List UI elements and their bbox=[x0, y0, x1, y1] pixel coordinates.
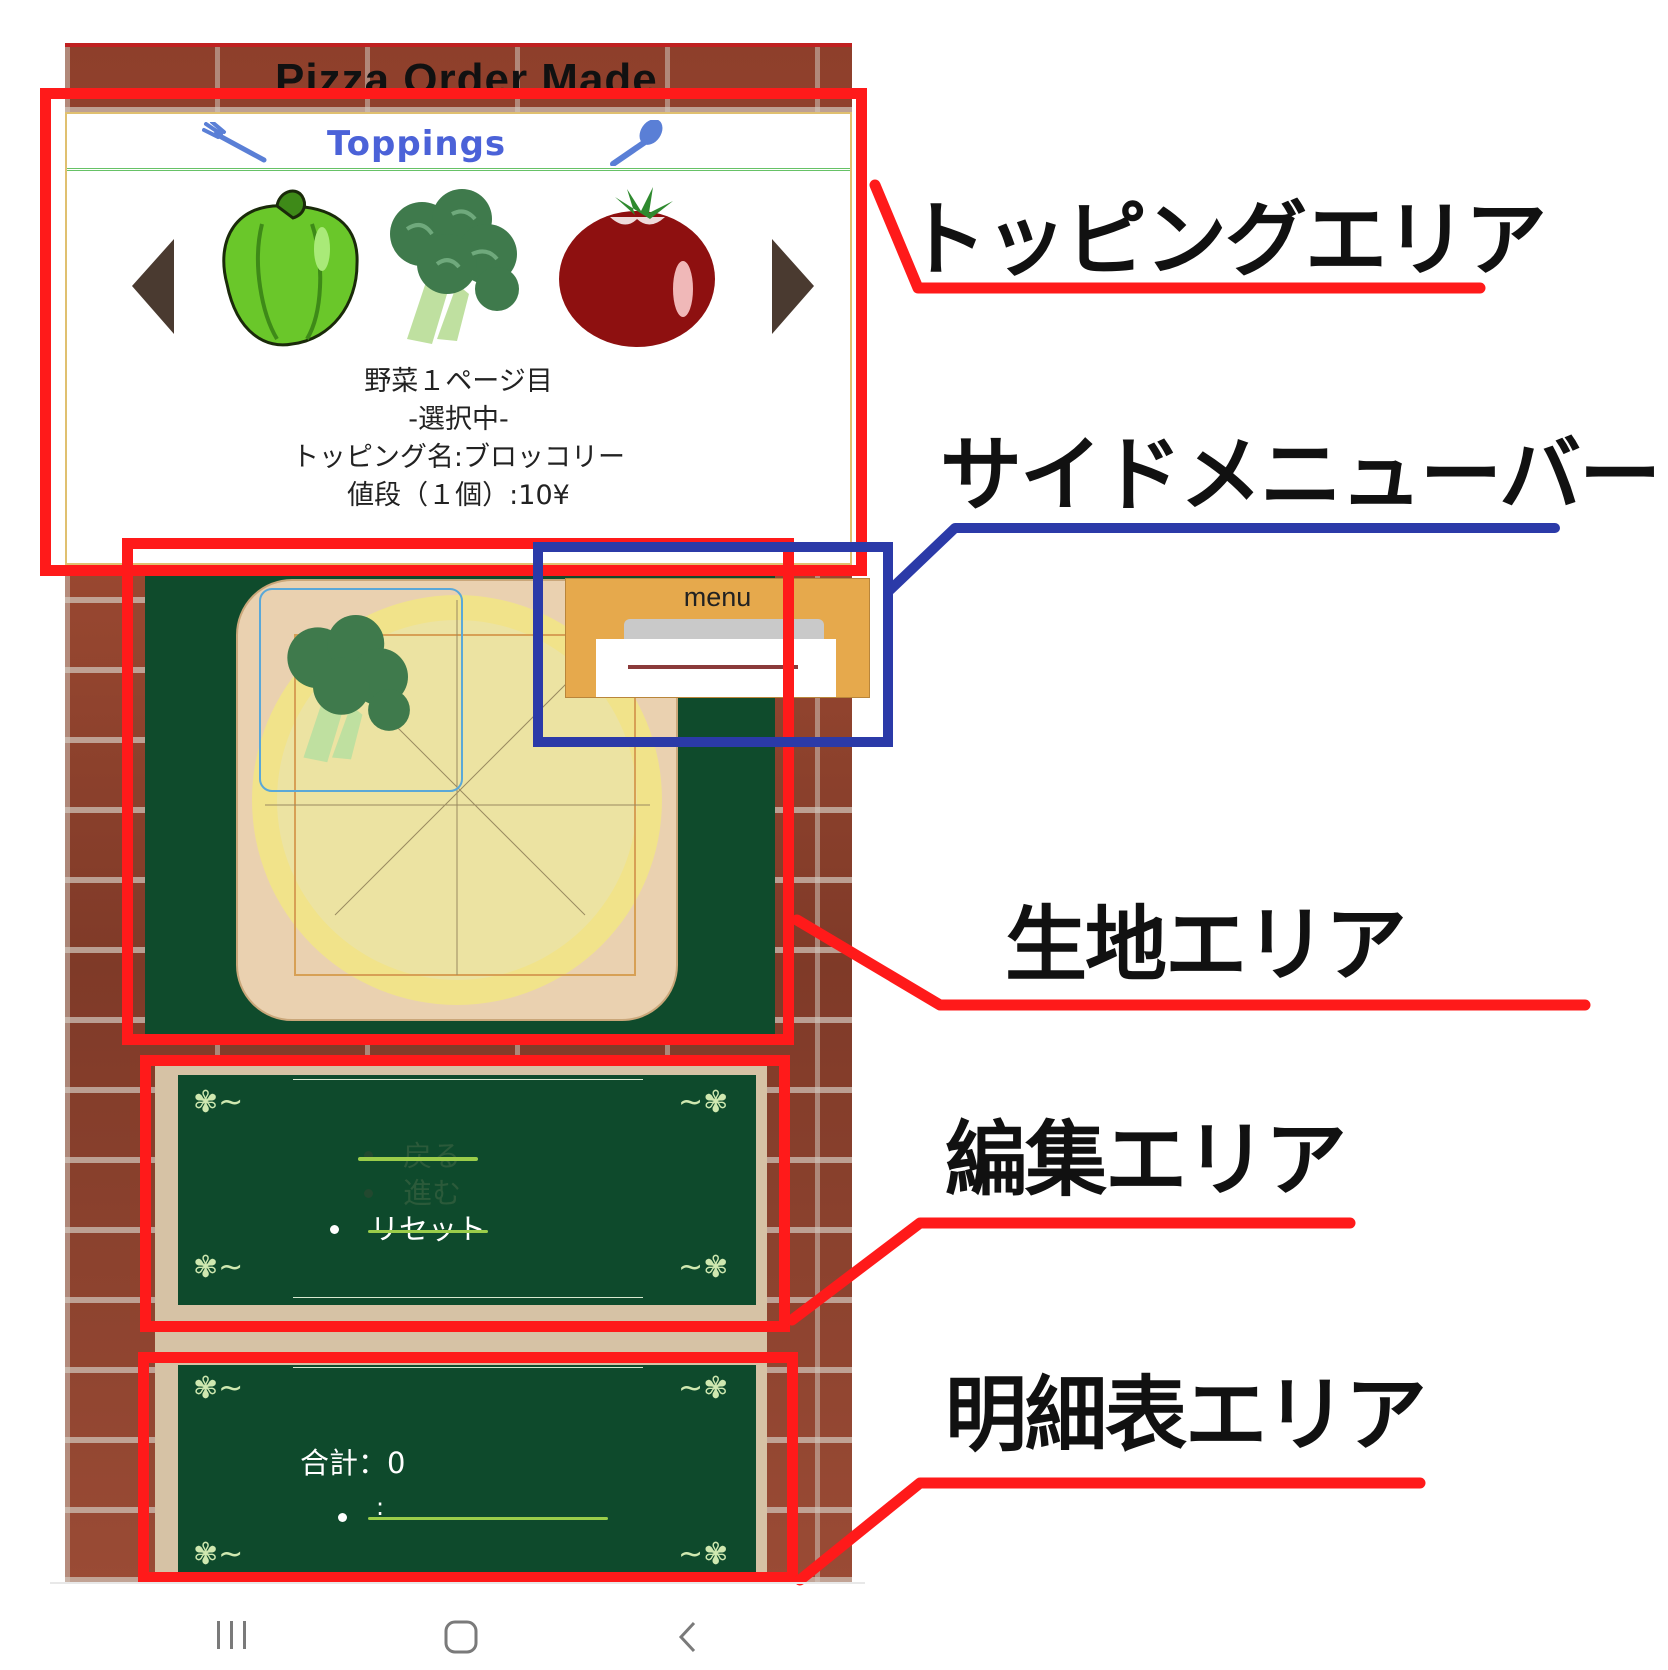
vine-ornament-icon: ✾~ bbox=[193, 1537, 244, 1572]
vine-ornament-icon: ✾~ bbox=[193, 1085, 244, 1120]
side-menu-annotation-box bbox=[533, 542, 893, 747]
topping-price: 値段（１個）:10¥ bbox=[347, 480, 570, 511]
reset-button[interactable]: リセット bbox=[370, 1212, 487, 1246]
toppings-header: Toppings bbox=[67, 114, 850, 171]
vine-ornament-icon: ~✾ bbox=[678, 1250, 729, 1285]
toppings-title: Toppings bbox=[327, 124, 507, 164]
line-item: : bbox=[376, 1493, 385, 1521]
summary-area-label: 明細表エリア bbox=[945, 1368, 1427, 1463]
side-menu-bar-label: サイドメニューバー bbox=[940, 428, 1661, 523]
total-label: 合計：0 bbox=[300, 1446, 406, 1480]
toppings-area-label: トッピングエリア bbox=[905, 193, 1547, 288]
back-icon[interactable] bbox=[678, 1621, 698, 1657]
side-menu-bar[interactable]: menu bbox=[565, 578, 870, 698]
top-divider bbox=[65, 43, 852, 47]
recent-apps-icon[interactable] bbox=[215, 1619, 249, 1655]
summary-area: ✾~ ~✾ ✾~ ~✾ 合計：0 : bbox=[178, 1365, 756, 1580]
edit-area-annotation-box bbox=[140, 1055, 790, 1332]
menu-paper bbox=[596, 639, 836, 697]
green-pepper-icon[interactable] bbox=[207, 184, 367, 353]
toppings-panel: Toppings bbox=[65, 112, 852, 565]
page-label: 野菜１ページ目 bbox=[364, 366, 553, 397]
vine-ornament-icon: ✾~ bbox=[193, 1371, 244, 1406]
dough-area-annotation-box bbox=[122, 538, 794, 1045]
vine-ornament-icon: ~✾ bbox=[678, 1371, 729, 1406]
tomato-icon[interactable] bbox=[555, 179, 720, 353]
edit-area: ✾~ ~✾ ✾~ ~✾ 戻る 進む リセット bbox=[178, 1075, 756, 1305]
vine-ornament-icon: ✾~ bbox=[193, 1250, 244, 1285]
toppings-area-annotation-box bbox=[40, 88, 867, 576]
vine-ornament-icon: ~✾ bbox=[678, 1085, 729, 1120]
dough-area-label: 生地エリア bbox=[1005, 898, 1407, 993]
broccoli-icon[interactable] bbox=[377, 189, 527, 353]
undo-button[interactable]: 戻る bbox=[403, 1139, 462, 1173]
side-menu-label: menu bbox=[683, 582, 752, 612]
topping-name: トッピング名:ブロッコリー bbox=[291, 442, 626, 473]
redo-button[interactable]: 進む bbox=[403, 1176, 462, 1210]
placed-broccoli-icon bbox=[287, 615, 410, 763]
vine-ornament-icon: ~✾ bbox=[678, 1537, 729, 1572]
clipboard-clip-icon bbox=[624, 619, 824, 639]
spoon-icon bbox=[607, 119, 667, 170]
next-arrow-icon[interactable] bbox=[772, 239, 814, 338]
selection-status: -選択中- bbox=[408, 404, 509, 435]
edit-area-label: 編集エリア bbox=[945, 1113, 1347, 1208]
summary-area-annotation-box bbox=[138, 1352, 798, 1583]
fork-icon bbox=[202, 120, 272, 168]
prev-arrow-icon[interactable] bbox=[132, 239, 174, 338]
android-nav-bar bbox=[50, 1582, 865, 1670]
home-icon[interactable] bbox=[443, 1619, 479, 1659]
